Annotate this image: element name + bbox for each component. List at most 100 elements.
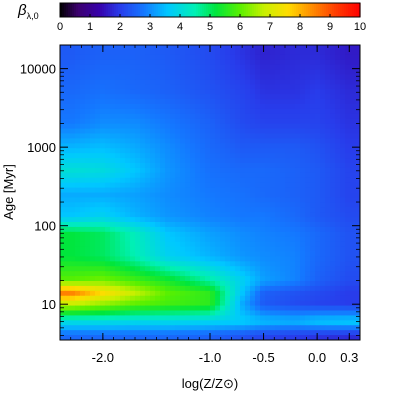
heatmap-cell: [80, 84, 86, 90]
heatmap-cell: [265, 217, 271, 223]
heatmap-cell: [330, 300, 336, 307]
heatmap-cell: [225, 172, 231, 179]
heatmap-cell: [120, 281, 126, 287]
heatmap-cell: [200, 310, 206, 317]
heatmap-cell: [80, 172, 86, 179]
heatmap-cell: [340, 246, 346, 253]
heatmap-cell: [345, 325, 351, 331]
heatmap-cell: [240, 276, 246, 282]
heatmap-cell: [110, 153, 116, 159]
heatmap-cell: [65, 182, 71, 189]
heatmap-cell: [225, 310, 231, 317]
heatmap-cell: [130, 177, 136, 184]
heatmap-cell: [280, 49, 286, 56]
heatmap-cell: [145, 192, 151, 199]
heatmap-cell: [280, 231, 286, 238]
heatmap-cell: [245, 300, 251, 307]
heatmap-cell: [265, 138, 271, 144]
heatmap-cell: [85, 231, 91, 238]
heatmap-cell: [280, 300, 286, 307]
colorbar-ticks: 0 1 2 3 4 5 6 7 8 9 10: [57, 14, 366, 33]
heatmap-cell: [225, 222, 231, 228]
heatmap-cell: [235, 172, 241, 179]
heatmap-cell: [75, 251, 81, 258]
heatmap-cell: [260, 113, 266, 120]
heatmap-cell: [175, 177, 181, 184]
heatmap-cell: [250, 266, 256, 272]
heatmap-cell: [280, 310, 286, 317]
heatmap-cell: [335, 231, 341, 238]
heatmap-cell: [165, 118, 171, 125]
heatmap-cell: [230, 89, 236, 95]
heatmap-cell: [95, 207, 101, 213]
colorbar-segment: [108, 3, 111, 17]
heatmap-cell: [340, 108, 346, 115]
heatmap-cell: [250, 236, 256, 243]
heatmap-cell: [145, 143, 151, 149]
heatmap-cell: [110, 305, 116, 312]
heatmap-cell: [270, 246, 276, 253]
heatmap-cell: [100, 300, 106, 307]
heatmap-cell: [295, 113, 301, 120]
heatmap-cell: [300, 153, 306, 159]
heatmap-cell: [350, 310, 356, 317]
heatmap-cell: [245, 261, 251, 267]
heatmap-cell: [270, 89, 276, 95]
heatmap-cell: [295, 177, 301, 184]
heatmap-cell: [275, 300, 281, 307]
heatmap-cell: [200, 163, 206, 169]
heatmap-cell: [255, 281, 261, 287]
heatmap-cell: [70, 54, 76, 61]
heatmap-cell: [80, 118, 86, 125]
heatmap-cell: [280, 94, 286, 100]
heatmap-cell: [165, 226, 171, 233]
heatmap-cell: [150, 212, 156, 218]
heatmap-cell: [205, 99, 211, 105]
heatmap-cell: [220, 295, 226, 302]
colorbar-label: βλ,0: [17, 2, 39, 21]
heatmap-cell: [95, 305, 101, 312]
heatmap-cell: [210, 266, 216, 272]
heatmap-cell: [320, 59, 326, 66]
heatmap-cell: [100, 182, 106, 189]
heatmap-cell: [260, 133, 266, 140]
heatmap-cell: [185, 325, 191, 331]
heatmap-cell: [320, 251, 326, 258]
heatmap-cell: [120, 256, 126, 262]
heatmap-cell: [195, 290, 201, 297]
heatmap-cell: [130, 295, 136, 302]
heatmap-cell: [245, 167, 251, 174]
heatmap-cell: [160, 172, 166, 179]
heatmap-cell: [205, 290, 211, 297]
heatmap-cell: [140, 281, 146, 287]
heatmap-cell: [165, 138, 171, 144]
heatmap-cell: [215, 207, 221, 213]
heatmap-cell: [305, 172, 311, 179]
heatmap-cell: [225, 197, 231, 203]
heatmap-cell: [125, 320, 131, 326]
heatmap-cell: [335, 226, 341, 233]
heatmap-cell: [80, 261, 86, 267]
heatmap-cell: [285, 241, 291, 248]
heatmap-cell: [200, 285, 206, 292]
heatmap-cell: [210, 315, 216, 321]
heatmap-cell: [330, 325, 336, 331]
heatmap-cell: [285, 305, 291, 312]
heatmap-cell: [125, 54, 131, 61]
heatmap-cell: [95, 285, 101, 292]
heatmap-cell: [325, 79, 331, 85]
heatmap-cell: [195, 148, 201, 154]
heatmap-cell: [280, 172, 286, 179]
colorbar-segment: [200, 3, 203, 17]
heatmap-cell: [310, 310, 316, 317]
heatmap-cell: [310, 89, 316, 95]
heatmap-cell: [130, 256, 136, 262]
heatmap-cell: [155, 89, 161, 95]
heatmap-cell: [210, 285, 216, 292]
heatmap-cell: [235, 69, 241, 76]
heatmap-cell: [75, 335, 81, 340]
heatmap-cell: [120, 54, 126, 61]
heatmap-cell: [65, 158, 71, 164]
heatmap-cell: [100, 69, 106, 76]
heatmap-cell: [305, 74, 311, 81]
